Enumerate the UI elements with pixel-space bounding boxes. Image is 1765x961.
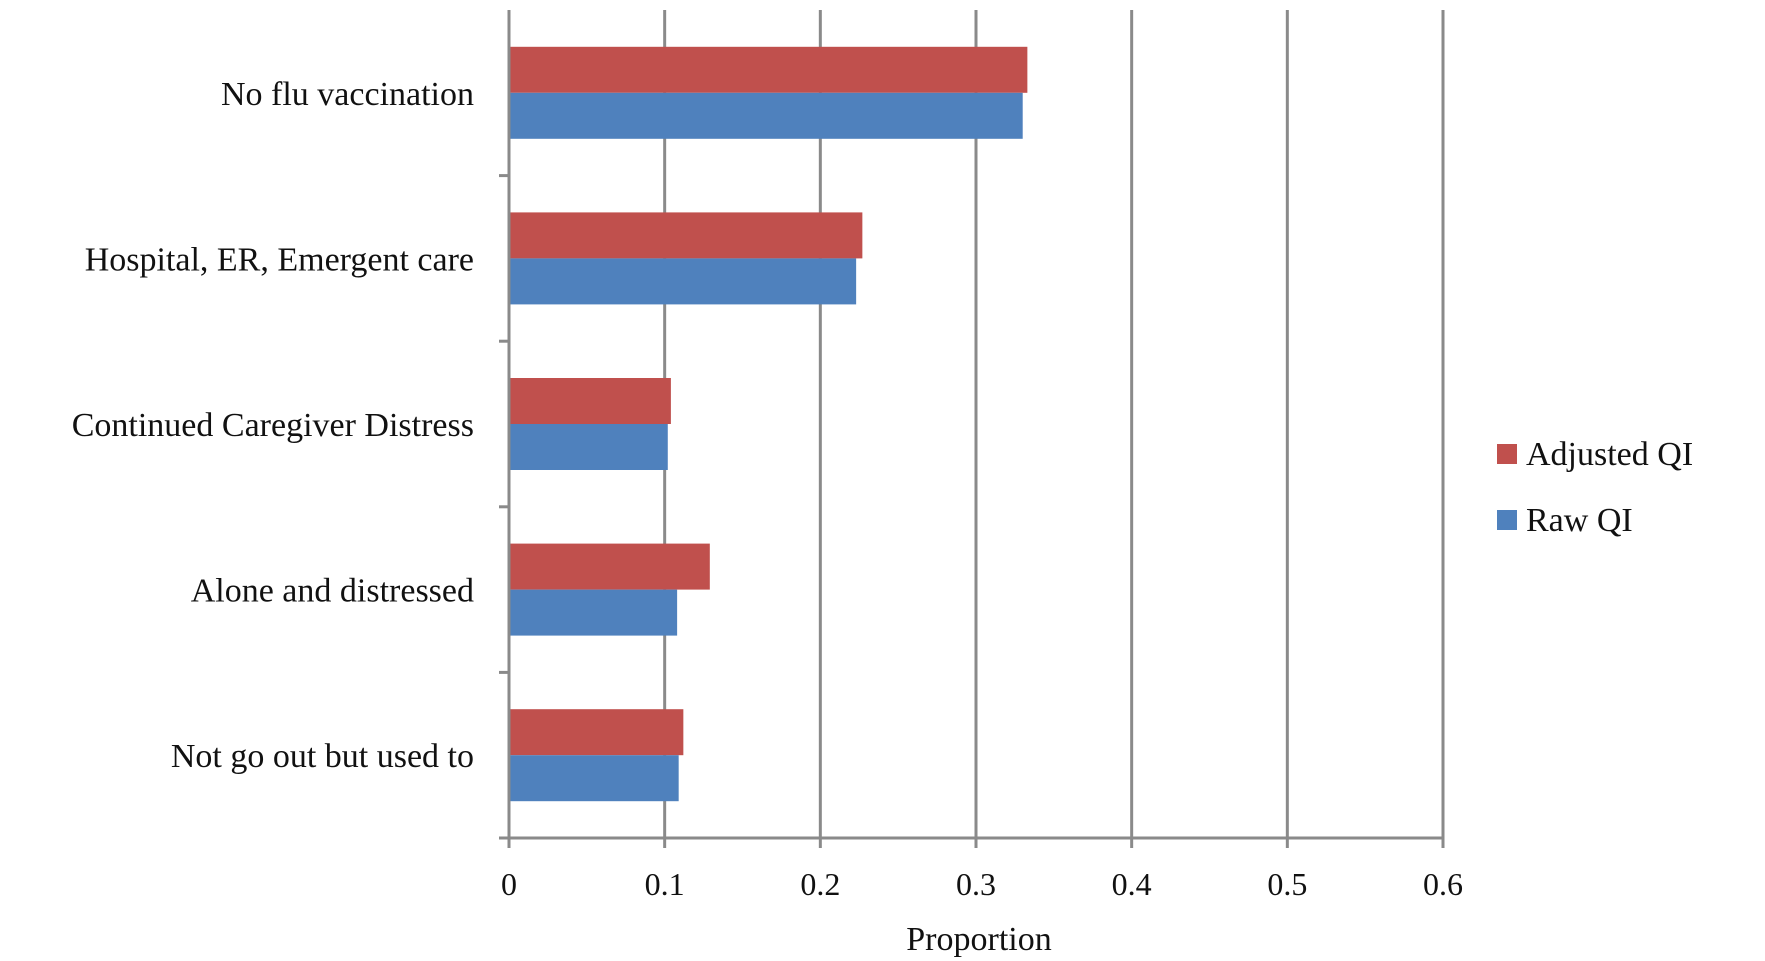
x-tick-label: 0.6 — [1423, 866, 1463, 902]
x-tick-label: 0.5 — [1267, 866, 1307, 902]
category-label: Not go out but used to — [171, 738, 474, 775]
x-tick-label: 0.3 — [956, 866, 996, 902]
x-tick-label: 0 — [501, 866, 517, 902]
category-label: Continued Caregiver Distress — [72, 407, 474, 444]
axes — [499, 10, 1445, 848]
bar-adjusted-qi — [509, 378, 671, 424]
labels: 0 0.1 0.2 0.3 0.4 0.5 0.6 No flu vaccination Hos… — [72, 76, 1463, 902]
bar-raw-qi — [509, 424, 668, 470]
bar-adjusted-qi — [509, 46, 1028, 93]
legend-swatch — [1497, 510, 1517, 530]
legend-swatch — [1497, 444, 1517, 464]
bar-adjusted-qi — [509, 543, 710, 590]
bar-raw-qi — [509, 755, 679, 802]
bar-adjusted-qi — [509, 709, 684, 756]
x-axis-title: Proportion — [906, 921, 1051, 958]
category-label: Alone and distressed — [191, 573, 474, 610]
bar-raw-qi — [509, 258, 857, 305]
bar-raw-qi — [509, 92, 1023, 139]
x-tick-label: 0.2 — [800, 866, 840, 902]
legend-label: Adjusted QI — [1526, 436, 1693, 473]
category-label: No flu vaccination — [221, 76, 474, 113]
bar-raw-qi — [509, 589, 678, 636]
x-tick-label: 0.4 — [1112, 866, 1152, 902]
x-tick-label: 0.1 — [645, 866, 685, 902]
gridlines — [663, 10, 1445, 838]
bars — [509, 46, 1028, 802]
bar-adjusted-qi — [509, 212, 863, 259]
legend: Adjusted QI Raw QI — [1497, 436, 1693, 539]
legend-label: Raw QI — [1526, 502, 1633, 539]
category-label: Hospital, ER, Emergent care — [85, 241, 474, 278]
